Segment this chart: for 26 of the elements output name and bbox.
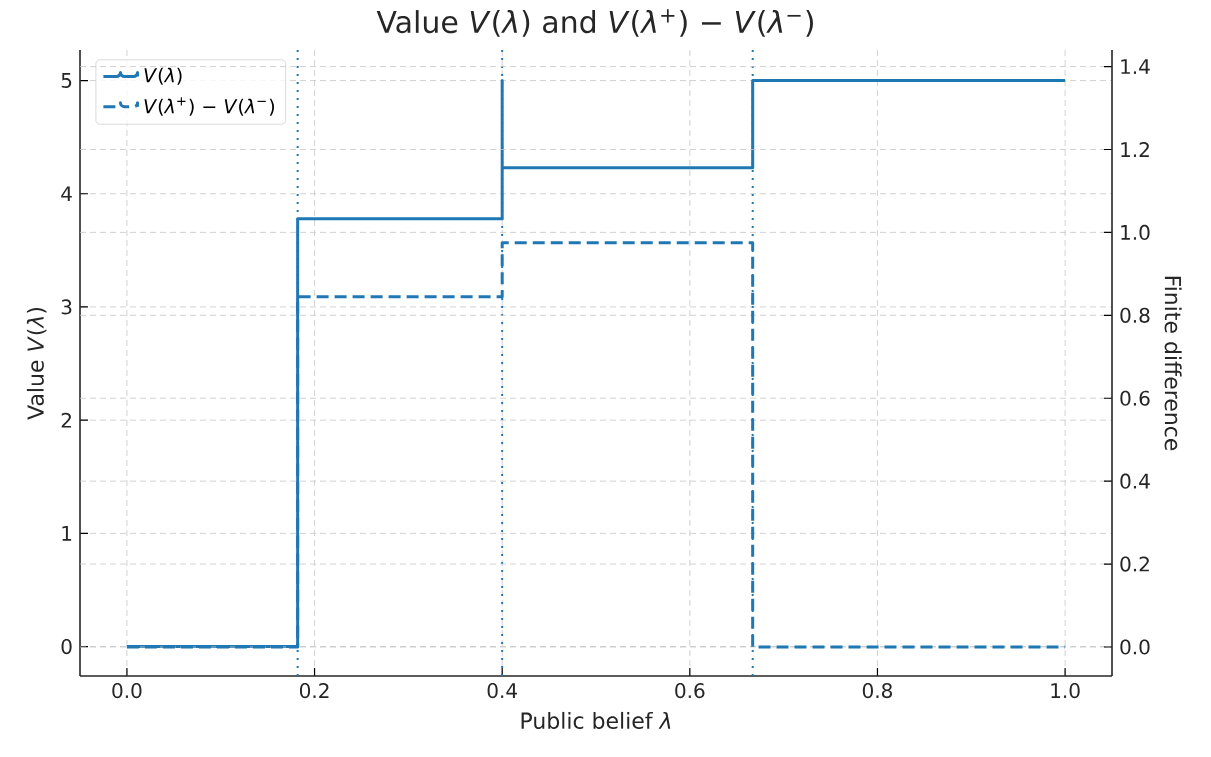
y-tick-label: 0 xyxy=(61,638,72,655)
x-tick-label: 0.0 xyxy=(112,683,142,699)
y2-tick-label: 0.6 xyxy=(1120,390,1150,406)
x-tick-label: 1.0 xyxy=(1051,683,1080,699)
y-axis-title: Value V(λ) xyxy=(26,307,47,420)
y-tick-label: 3 xyxy=(61,299,72,315)
x-axis-title: Public belief λ xyxy=(521,711,671,729)
y2-tick-label: 0.8 xyxy=(1120,307,1150,323)
chart-title: Value V(λ) and V(λ$^{+}$) − V(λ$^{−}$) xyxy=(376,9,813,37)
x-tick-label: 0.4 xyxy=(487,683,517,699)
x-tick-label: 0.6 xyxy=(675,683,705,699)
y-tick-label: 5 xyxy=(61,73,72,88)
y2-tick-label: 0.4 xyxy=(1120,473,1150,489)
y-tick-label: 2 xyxy=(61,412,71,428)
y2-axis-title: Finite difference xyxy=(1164,276,1182,451)
y2-tick-label: 1.2 xyxy=(1121,142,1149,157)
y-tick-label: 1 xyxy=(62,526,72,541)
text: V(λ$^{+}$) − V(λ$^{−}$) xyxy=(144,97,275,116)
y2-tick-label: 1.4 xyxy=(1121,59,1150,74)
x-tick-label: 0.2 xyxy=(299,683,329,699)
y2-tick-label: 1.0 xyxy=(1121,224,1150,240)
y2-tick-label: 0.2 xyxy=(1120,556,1149,572)
x-tick-label: 0.8 xyxy=(862,683,892,699)
y2-tick-label: 0.0 xyxy=(1120,639,1150,655)
y-tick-label: 4 xyxy=(61,186,72,202)
legend-label: V(λ) xyxy=(144,67,182,85)
